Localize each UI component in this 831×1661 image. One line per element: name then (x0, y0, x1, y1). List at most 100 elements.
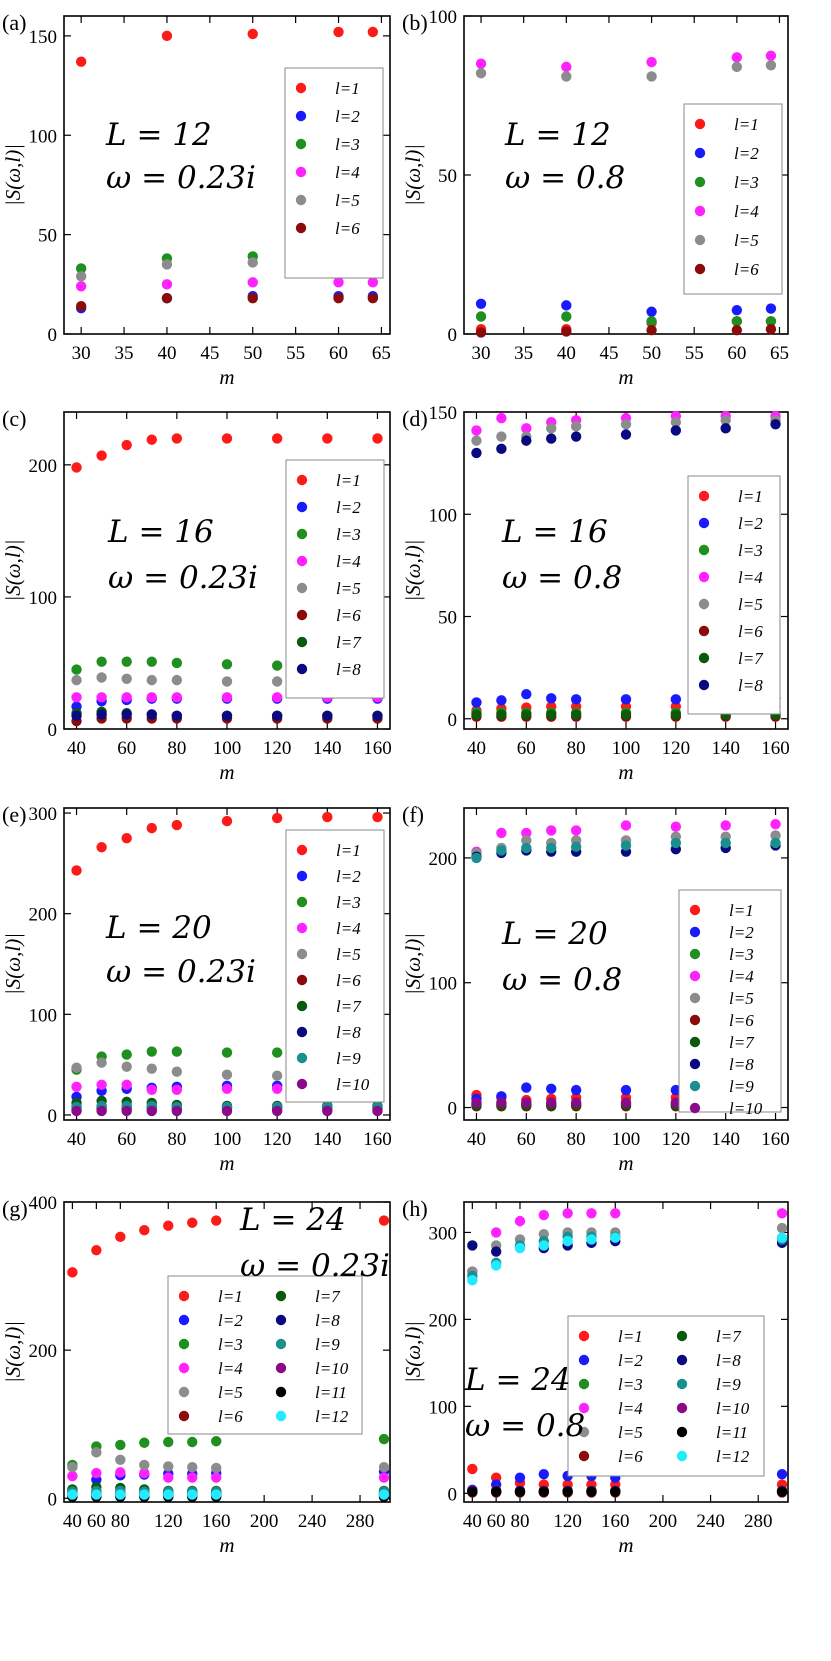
data-point-l12 (139, 1489, 150, 1500)
data-point-l4 (187, 1472, 198, 1483)
y-axis-label: |S(ω,l)| (401, 933, 425, 995)
data-point-l5 (171, 674, 183, 686)
legend-marker (694, 234, 706, 246)
legend-marker (689, 926, 701, 938)
x-axis-label: m (219, 1533, 234, 1557)
data-point-l8 (221, 710, 233, 721)
legend-label: l=3 (336, 525, 361, 544)
x-tick-label: 240 (298, 1511, 327, 1532)
y-axis-label: |S(ω,l)| (1, 1321, 25, 1383)
legend-label: l=1 (336, 841, 361, 860)
data-point-l10 (221, 1105, 233, 1117)
legend-marker (676, 1354, 688, 1366)
legend-label: l=3 (336, 893, 361, 912)
data-point-l10 (496, 1097, 507, 1108)
data-point-l4 (561, 61, 572, 73)
legend-marker (694, 118, 706, 130)
legend-marker (689, 992, 701, 1004)
data-point-l4 (765, 50, 777, 61)
legend-label: l=8 (336, 660, 361, 679)
data-point-l5 (146, 1063, 157, 1074)
data-point-l4 (71, 1081, 82, 1092)
data-point-l4 (221, 692, 233, 703)
data-point-l11 (610, 1486, 621, 1497)
data-point-l1 (372, 811, 383, 823)
legend-marker (296, 474, 308, 486)
legend-marker (698, 490, 710, 502)
legend-marker (578, 1378, 590, 1390)
data-point-l4 (171, 1084, 183, 1096)
legend-label: l=10 (716, 1399, 750, 1418)
x-tick-label: 280 (346, 1511, 375, 1532)
data-point-l1 (247, 28, 258, 40)
data-point-l5 (620, 419, 632, 430)
y-axis-label: |S(ω,l)| (401, 144, 425, 206)
x-tick-label: 80 (111, 1511, 130, 1532)
data-point-l3 (271, 660, 283, 671)
legend-marker (676, 1330, 688, 1342)
chart-panel-c: 40 60 80 100 120 140 160 0 100 200 (c) m |S(ω,l)| l=1… (1, 406, 392, 784)
y-tick-label: 300 (429, 1223, 458, 1244)
data-point-l12 (776, 1232, 788, 1243)
legend-marker (578, 1426, 590, 1438)
legend-marker (295, 82, 307, 94)
data-point-l12 (610, 1232, 621, 1243)
data-point-l5 (378, 1461, 390, 1473)
data-point-l5 (71, 674, 82, 686)
x-tick-label: 55 (286, 343, 305, 364)
legend-marker (296, 1000, 308, 1012)
data-point-l4 (471, 425, 482, 436)
legend-marker (689, 904, 701, 916)
x-tick-label: 140 (313, 738, 342, 759)
y-tick-label: 200 (29, 905, 58, 926)
data-point-l1 (121, 832, 132, 844)
data-point-l3 (96, 656, 107, 667)
data-point-l1 (372, 433, 383, 444)
x-tick-label: 45 (200, 343, 219, 364)
x-tick-label: 120 (662, 738, 691, 759)
data-point-l10 (546, 1097, 557, 1108)
data-point-l5 (171, 1066, 183, 1077)
data-point-l4 (71, 692, 82, 703)
legend-marker (178, 1290, 190, 1302)
data-point-l5 (121, 673, 132, 685)
data-point-l4 (121, 1079, 132, 1090)
data-point-l1 (71, 462, 82, 473)
data-point-l11 (586, 1486, 597, 1497)
data-point-l2 (646, 306, 657, 317)
y-tick-label: 300 (29, 804, 58, 825)
data-point-l4 (670, 821, 682, 832)
data-point-l4 (521, 827, 532, 839)
legend-marker (689, 1036, 701, 1048)
legend-label: l=4 (336, 552, 361, 571)
data-point-l6 (475, 327, 487, 338)
data-point-l8 (121, 709, 132, 720)
legend-marker (296, 501, 308, 513)
x-tick-label: 80 (567, 1129, 586, 1150)
x-tick-label: 40 (67, 1129, 86, 1150)
data-point-l9 (496, 845, 507, 856)
legend-label: l=7 (716, 1327, 742, 1346)
data-point-l2 (776, 1468, 788, 1480)
data-point-l3 (271, 1047, 283, 1058)
data-point-l3 (731, 316, 743, 327)
legend-marker (578, 1354, 590, 1366)
x-tick-label: 40 (63, 1511, 82, 1532)
legend-label: l=8 (336, 1023, 361, 1042)
y-tick-label: 50 (38, 226, 57, 247)
data-point-l5 (221, 1069, 233, 1080)
data-point-l5 (75, 271, 87, 282)
data-point-l12 (538, 1240, 550, 1251)
x-tick-label: 160 (202, 1511, 231, 1532)
data-point-l1 (211, 1215, 222, 1226)
data-point-l4 (562, 1208, 573, 1219)
data-point-l9 (471, 852, 482, 864)
legend-label: l=2 (336, 867, 361, 886)
y-tick-label: 100 (29, 126, 58, 147)
legend-label: l=11 (315, 1383, 347, 1402)
data-point-l3 (765, 316, 777, 327)
data-point-l10 (471, 1097, 482, 1108)
panel-label: (f) (402, 802, 424, 827)
legend-label: l=5 (335, 191, 360, 210)
